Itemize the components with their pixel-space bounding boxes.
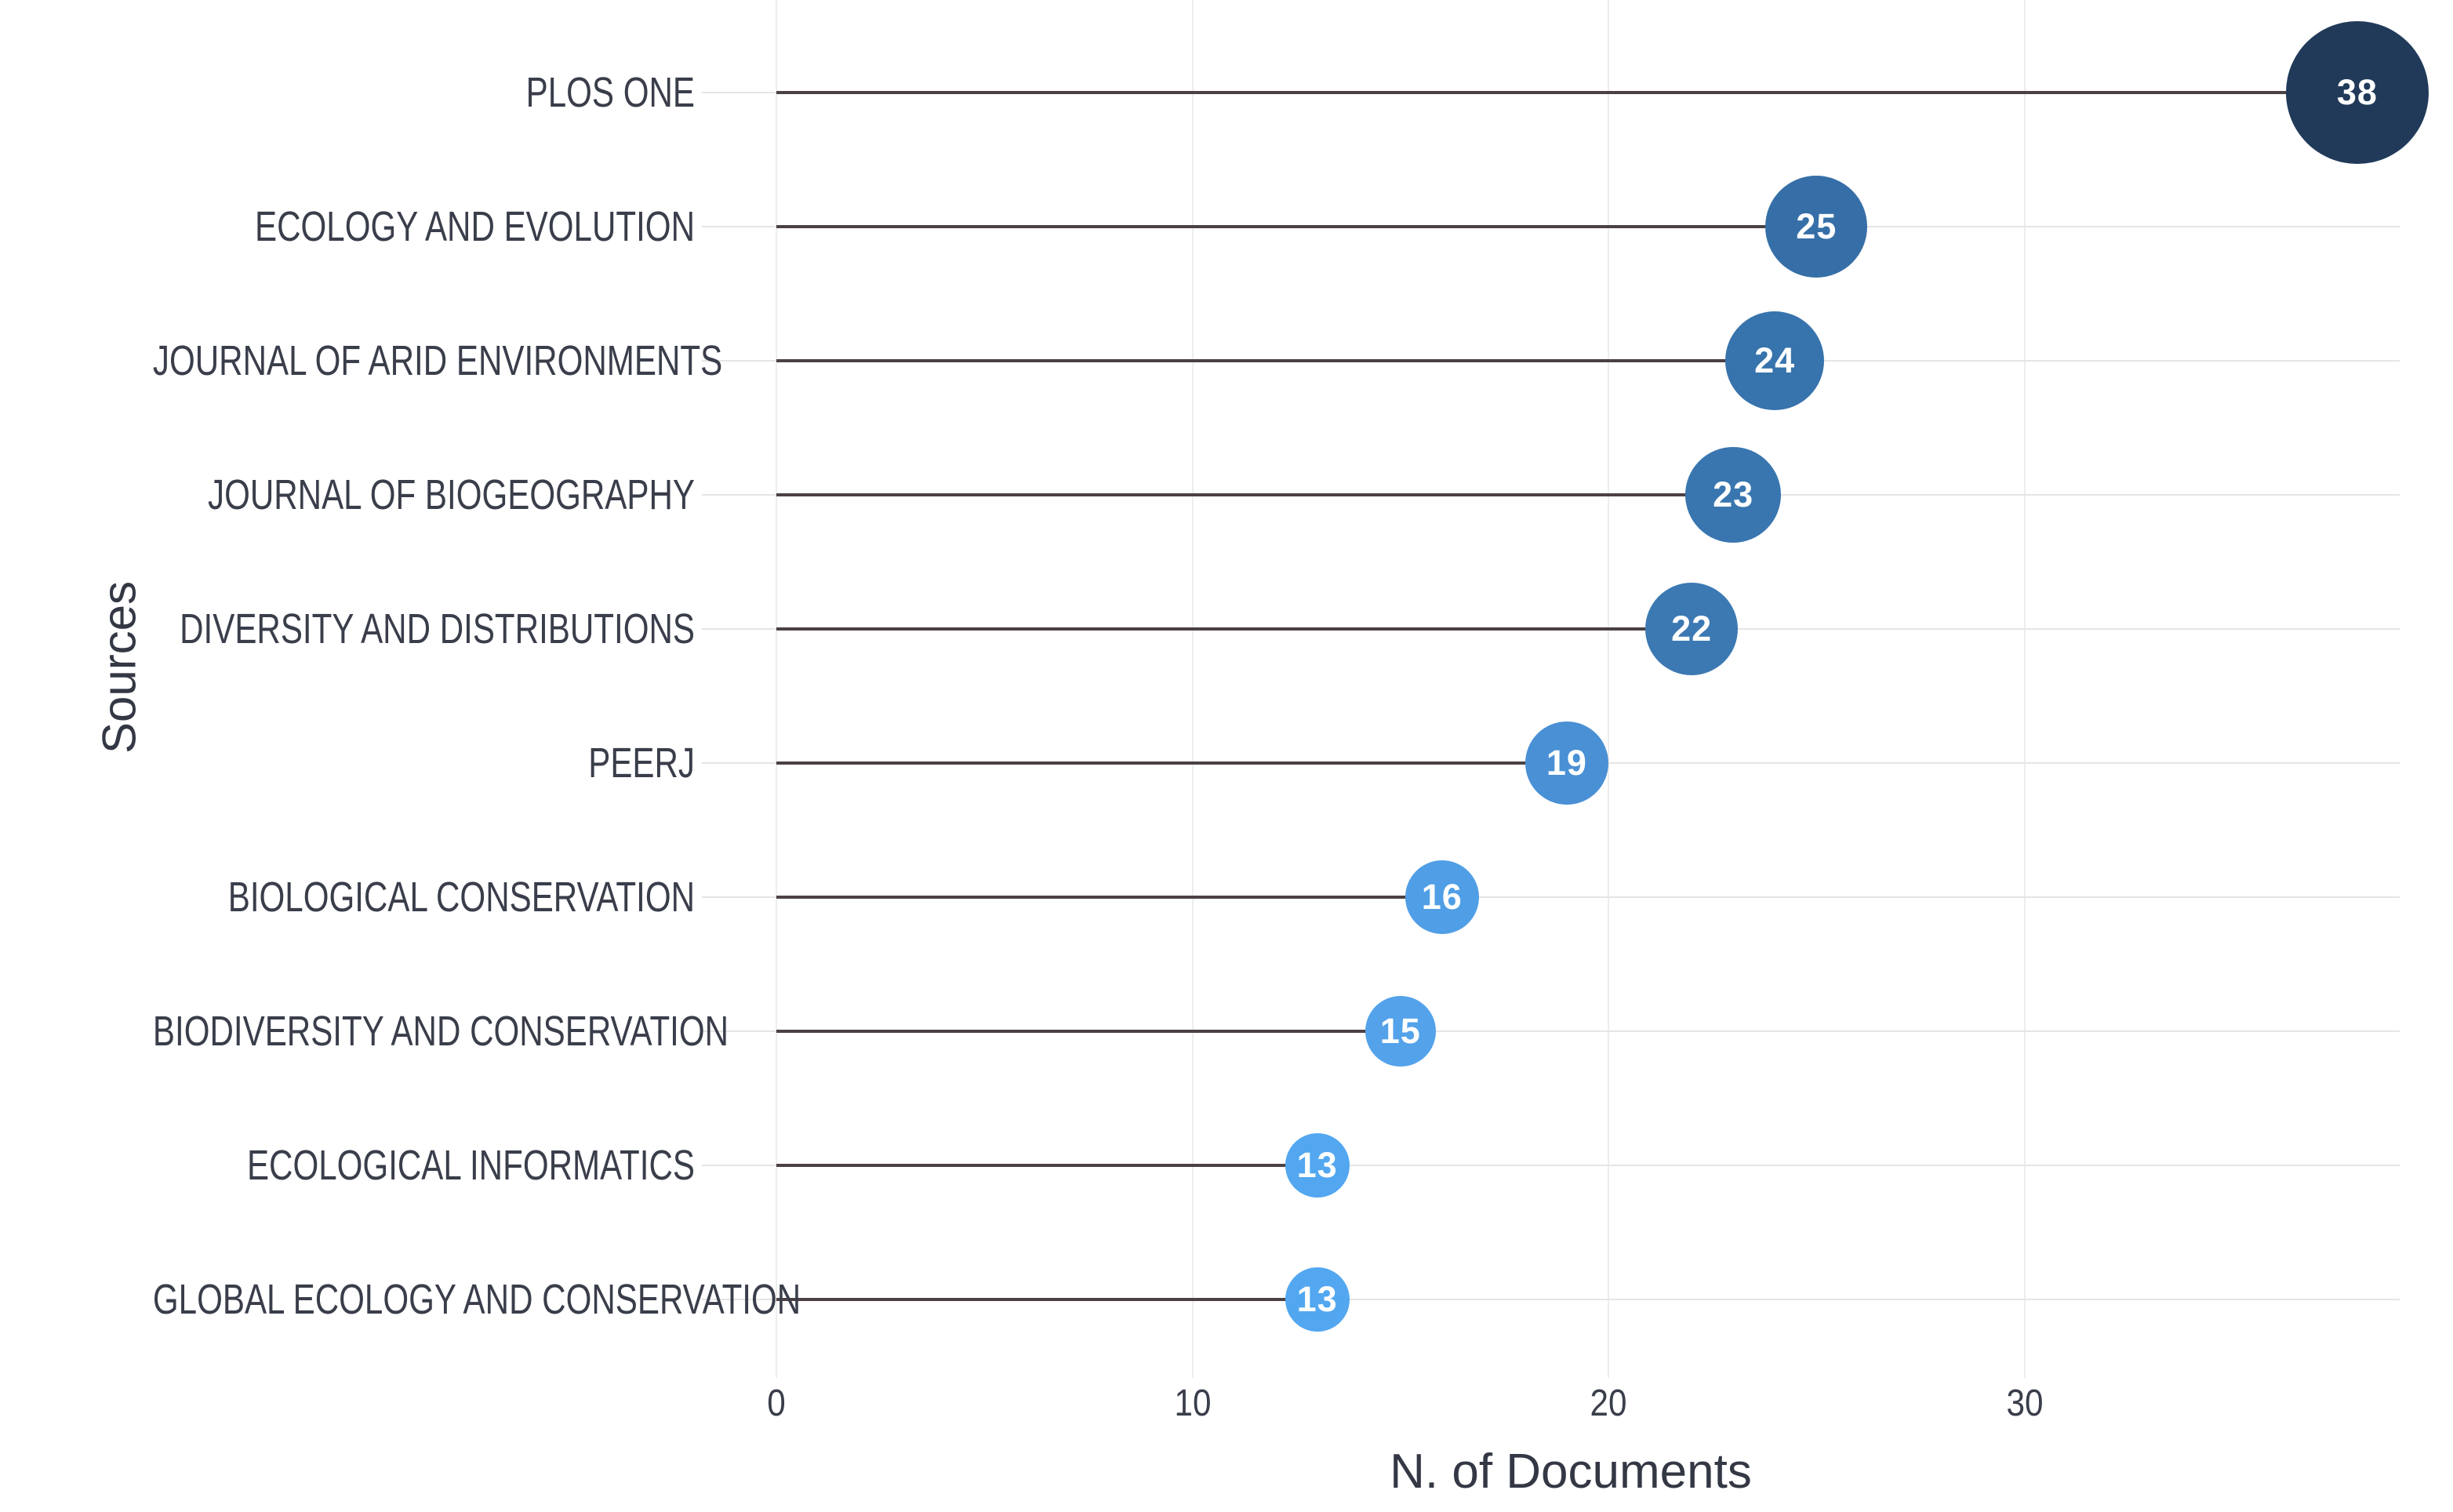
x-tick-label: 30 bbox=[2006, 1383, 2043, 1424]
stem-line bbox=[776, 359, 1775, 362]
y-axis-title: Sources bbox=[93, 580, 146, 754]
x-tick-label: 0 bbox=[767, 1383, 786, 1424]
value-bubble: 22 bbox=[1645, 583, 1739, 675]
value-bubble: 15 bbox=[1365, 996, 1436, 1067]
category-label: BIODIVERSITY AND CONSERVATION bbox=[152, 1008, 729, 1055]
value-bubble: 23 bbox=[1685, 447, 1782, 543]
row-guide-line bbox=[702, 1030, 2400, 1032]
stem-line bbox=[776, 493, 1734, 496]
bubble-value-label: 23 bbox=[1713, 474, 1754, 514]
value-bubble: 25 bbox=[1765, 176, 1868, 278]
category-label: PEERJ bbox=[588, 740, 695, 787]
category-label: JOURNAL OF ARID ENVIRONMENTS bbox=[152, 337, 723, 384]
row-guide-line bbox=[702, 1299, 2400, 1300]
x-axis-title: N. of Documents bbox=[1390, 1445, 1752, 1499]
stem-line bbox=[776, 896, 1442, 899]
bubble-value-label: 19 bbox=[1546, 743, 1587, 783]
row-guide-line bbox=[702, 896, 2400, 898]
x-gridline bbox=[1191, 0, 1194, 1378]
x-tick-label: 20 bbox=[1590, 1383, 1627, 1424]
value-bubble: 13 bbox=[1285, 1267, 1350, 1332]
bubble-value-label: 38 bbox=[2336, 72, 2378, 112]
stem-line bbox=[776, 91, 2357, 94]
category-label: ECOLOGICAL INFORMATICS bbox=[246, 1142, 695, 1189]
stem-line bbox=[776, 761, 1567, 765]
x-tick-label: 10 bbox=[1174, 1383, 1211, 1424]
stem-line bbox=[776, 1298, 1317, 1301]
bubble-value-label: 15 bbox=[1379, 1011, 1421, 1051]
x-gridline bbox=[2023, 0, 2026, 1378]
category-label: JOURNAL OF BIOGEOGRAPHY bbox=[208, 471, 695, 518]
stem-line bbox=[776, 627, 1692, 631]
value-bubble: 19 bbox=[1524, 721, 1608, 805]
bubble-value-label: 16 bbox=[1421, 877, 1463, 917]
category-label: DIVERSITY AND DISTRIBUTIONS bbox=[180, 605, 695, 652]
bubble-value-label: 13 bbox=[1296, 1279, 1338, 1319]
value-bubble: 16 bbox=[1405, 860, 1479, 934]
category-label: GLOBAL ECOLOGY AND CONSERVATION bbox=[152, 1276, 801, 1323]
value-bubble: 13 bbox=[1285, 1133, 1350, 1198]
stem-line bbox=[776, 225, 1817, 228]
stem-line bbox=[776, 1030, 1401, 1033]
bubble-value-label: 25 bbox=[1796, 206, 1837, 246]
row-guide-line bbox=[702, 1165, 2400, 1166]
bubble-value-label: 24 bbox=[1754, 340, 1796, 380]
bubble-value-label: 13 bbox=[1296, 1145, 1338, 1185]
bubble-value-label: 22 bbox=[1671, 609, 1713, 649]
x-gridline bbox=[1608, 0, 1609, 1378]
value-bubble: 38 bbox=[2285, 21, 2429, 164]
x-gridline bbox=[776, 0, 777, 1378]
stem-line bbox=[776, 1164, 1317, 1167]
category-label: PLOS ONE bbox=[525, 69, 695, 116]
category-label: ECOLOGY AND EVOLUTION bbox=[255, 203, 695, 250]
value-bubble: 24 bbox=[1725, 311, 1825, 410]
category-label: BIOLOGICAL CONSERVATION bbox=[227, 874, 696, 921]
